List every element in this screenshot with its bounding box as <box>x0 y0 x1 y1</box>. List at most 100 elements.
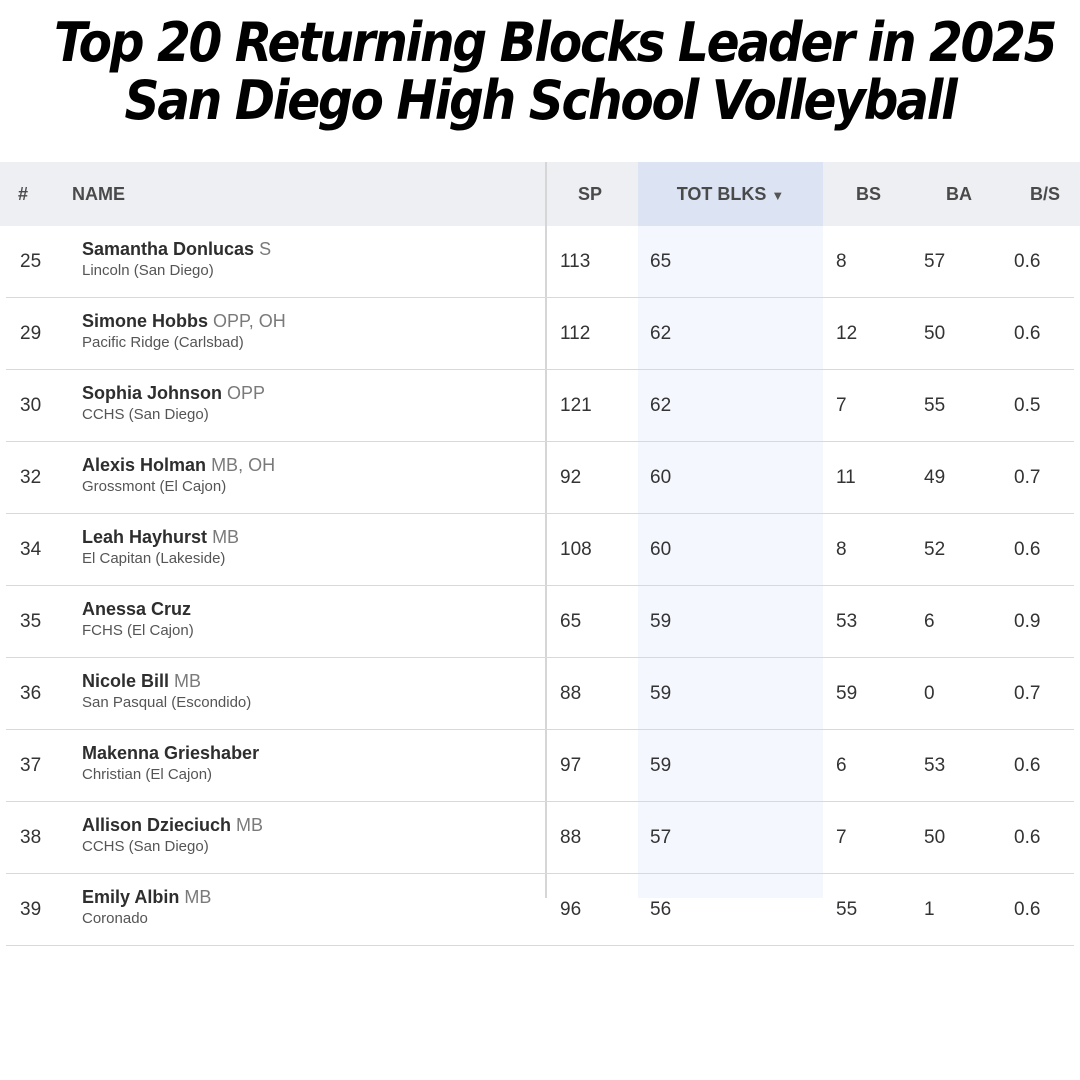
table-row[interactable]: 32 Alexis Holman MB, OH Grossmont (El Cajo… <box>0 442 1080 514</box>
sp-cell: 88 <box>560 683 582 704</box>
ba-cell: 49 <box>924 467 946 488</box>
sp-cell: 112 <box>560 323 591 344</box>
player-name[interactable]: Samantha Donlucas <box>82 239 255 259</box>
ba-cell: 52 <box>924 539 946 560</box>
row-divider <box>6 441 1074 442</box>
tot-blks-cell: 60 <box>650 539 672 560</box>
player-name[interactable]: Allison Dzieciuch <box>82 815 232 835</box>
header-sp[interactable]: SP <box>578 184 603 204</box>
player-school: CCHS (San Diego) <box>82 838 209 855</box>
sp-cell: 121 <box>560 395 592 416</box>
bs-ratio-cell: 0.7 <box>1014 683 1041 704</box>
player-school: Christian (El Cajon) <box>82 766 213 783</box>
rank-cell: 29 <box>20 323 42 344</box>
player-cell: Alexis Holman MB, OH Grossmont (El Cajon) <box>82 454 275 498</box>
bs-cell: 8 <box>836 539 847 560</box>
header-name[interactable]: NAME <box>72 184 125 204</box>
table-row[interactable]: 38 Allison Dzieciuch MB CCHS (San Diego) 88… <box>0 802 1080 874</box>
table-row[interactable]: 36 Nicole Bill MB San Pasqual (Escondido) 8… <box>0 658 1080 730</box>
ba-cell: 0 <box>924 683 935 704</box>
table-row[interactable]: 25 Samantha Donlucas S Lincoln (San Diego)… <box>0 226 1080 298</box>
bs-ratio-cell: 0.6 <box>1014 827 1041 848</box>
player-name-line: Simone Hobbs OPP, OH <box>82 310 286 332</box>
table-row[interactable]: 34 Leah Hayhurst MB El Capitan (Lakeside) 1… <box>0 514 1080 586</box>
table-row[interactable]: 35 Anessa Cruz FCHS (El Cajon) 65 59 53 6 0.9 <box>0 586 1080 658</box>
bs-cell: 11 <box>836 467 856 488</box>
player-cell: Leah Hayhurst MB El Capitan (Lakeside) <box>82 526 239 570</box>
sp-cell: 96 <box>560 899 582 920</box>
player-position: MB <box>236 815 264 835</box>
bs-ratio-cell: 0.9 <box>1014 611 1041 632</box>
row-divider <box>6 657 1074 658</box>
rank-cell: 39 <box>20 899 42 920</box>
player-position: MB <box>212 527 240 547</box>
player-name-line: Sophia Johnson OPP <box>82 382 265 404</box>
table-header: # NAME SP TOT BLKS ▼ BS BA B/S <box>0 162 1080 226</box>
player-name[interactable]: Emily Albin <box>82 887 180 907</box>
row-divider <box>6 873 1074 874</box>
bs-cell: 53 <box>836 611 858 632</box>
header-tot-blks[interactable]: TOT BLKS ▼ <box>638 162 823 226</box>
table-row[interactable]: 39 Emily Albin MB Coronado 96 56 55 1 0.6 <box>0 874 1080 946</box>
ba-cell: 57 <box>924 251 946 272</box>
header-rank[interactable]: # <box>18 184 29 204</box>
bs-ratio-cell: 0.5 <box>1014 395 1041 416</box>
bs-ratio-cell: 0.6 <box>1014 251 1041 272</box>
tot-blks-cell: 62 <box>650 395 672 416</box>
header-bs[interactable]: BS <box>856 184 882 204</box>
bs-cell: 59 <box>836 683 858 704</box>
rank-cell: 35 <box>20 611 42 632</box>
player-position: MB <box>184 887 212 907</box>
player-name-line: Anessa Cruz <box>82 598 194 620</box>
tot-blks-cell: 65 <box>650 251 672 272</box>
bs-ratio-cell: 0.6 <box>1014 539 1041 560</box>
row-divider <box>6 945 1074 946</box>
player-name-line: Allison Dzieciuch MB <box>82 814 263 836</box>
sp-cell: 65 <box>560 611 582 632</box>
player-cell: Samantha Donlucas S Lincoln (San Diego) <box>82 238 271 282</box>
row-divider <box>6 297 1074 298</box>
header-ba[interactable]: BA <box>946 184 972 204</box>
rank-cell: 34 <box>20 539 42 560</box>
sp-cell: 92 <box>560 467 582 488</box>
table-row[interactable]: 29 Simone Hobbs OPP, OH Pacific Ridge (Car… <box>0 298 1080 370</box>
bs-cell: 8 <box>836 251 847 272</box>
player-name-line: Makenna Grieshaber <box>82 742 259 764</box>
bs-cell: 7 <box>836 827 847 848</box>
player-name-line: Leah Hayhurst MB <box>82 526 239 548</box>
player-name[interactable]: Nicole Bill <box>82 671 170 691</box>
player-name[interactable]: Simone Hobbs <box>82 311 209 331</box>
player-position: MB, OH <box>211 455 276 475</box>
player-name[interactable]: Sophia Johnson <box>82 383 223 403</box>
tot-blks-cell: 59 <box>650 683 672 704</box>
ba-cell: 6 <box>924 611 935 632</box>
tot-blks-cell: 59 <box>650 755 672 776</box>
ba-cell: 1 <box>924 899 935 920</box>
player-name[interactable]: Alexis Holman <box>82 455 207 475</box>
tot-blks-cell: 56 <box>650 899 672 920</box>
rank-cell: 38 <box>20 827 42 848</box>
player-name[interactable]: Makenna Grieshaber <box>82 743 260 763</box>
bs-ratio-cell: 0.6 <box>1014 323 1041 344</box>
player-name[interactable]: Anessa Cruz <box>82 599 192 619</box>
tot-blks-cell: 57 <box>650 827 672 848</box>
column-divider <box>545 162 547 898</box>
sp-cell: 97 <box>560 755 582 776</box>
bs-ratio-cell: 0.7 <box>1014 467 1041 488</box>
player-cell: Emily Albin MB Coronado <box>82 886 211 930</box>
bs-ratio-cell: 0.6 <box>1014 755 1041 776</box>
rank-cell: 30 <box>20 395 42 416</box>
player-name-line: Emily Albin MB <box>82 886 211 908</box>
player-cell: Makenna Grieshaber Christian (El Cajon) <box>82 742 259 786</box>
player-school: El Capitan (Lakeside) <box>82 550 226 567</box>
header-bs-ratio[interactable]: B/S <box>1030 184 1061 204</box>
player-position: OPP, OH <box>213 311 286 331</box>
table-row[interactable]: 37 Makenna Grieshaber Christian (El Cajon… <box>0 730 1080 802</box>
player-school: San Pasqual (Escondido) <box>82 694 252 711</box>
player-name-line: Samantha Donlucas S <box>82 238 271 260</box>
table-row[interactable]: 30 Sophia Johnson OPP CCHS (San Diego) 121 6… <box>0 370 1080 442</box>
sort-desc-icon: ▼ <box>771 188 785 203</box>
player-name[interactable]: Leah Hayhurst <box>82 527 208 547</box>
sp-cell: 88 <box>560 827 582 848</box>
rank-cell: 25 <box>20 251 42 272</box>
